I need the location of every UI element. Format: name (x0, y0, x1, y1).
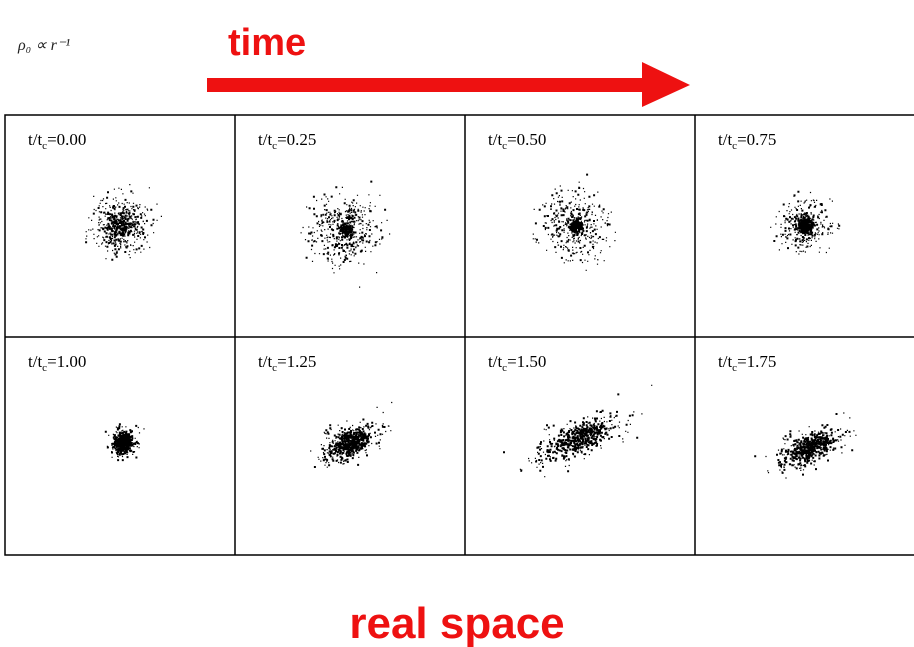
panel-label: t/tc=0.50 (488, 130, 546, 152)
particle-cloud (532, 173, 616, 271)
panel-label: t/tc=1.75 (718, 352, 776, 374)
panel-grid: t/tc=0.00 t/tc=0.25 t/tc=0.50 t/tc=0.75 t/tc… (4, 114, 914, 556)
caption: real space (349, 599, 564, 647)
handwritten-note: ρ₀ ∝ r⁻¹ (17, 37, 70, 54)
time-arrow-shaft (207, 78, 652, 92)
particle-cloud (770, 190, 841, 255)
panel-label: t/tc=1.25 (258, 352, 316, 374)
panel-label: t/tc=1.50 (488, 352, 546, 374)
panel-label: t/tc=0.75 (718, 130, 776, 152)
particle-cloud (310, 401, 393, 468)
panel-label: t/tc=0.00 (28, 130, 86, 152)
particle-cloud (104, 423, 145, 462)
time-arrow-head (642, 62, 690, 107)
particle-cloud (503, 384, 653, 478)
particle-cloud (300, 180, 391, 288)
time-label: time (228, 22, 306, 64)
particle-cloud (754, 412, 857, 479)
panel-frame (4, 114, 914, 556)
particle-cloud (85, 184, 162, 261)
panel-label: t/tc=0.25 (258, 130, 316, 152)
panel-label: t/tc=1.00 (28, 352, 86, 374)
